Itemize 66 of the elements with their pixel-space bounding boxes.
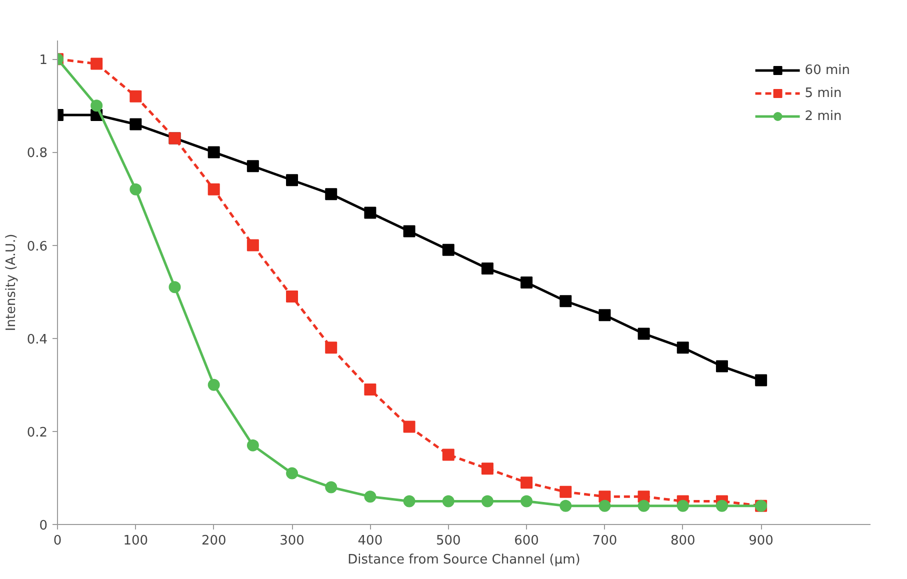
point <box>676 342 689 354</box>
point <box>638 500 650 512</box>
x-tick-label: 500 <box>436 534 461 548</box>
point <box>481 462 494 475</box>
x-tick-label: 900 <box>748 534 774 548</box>
point <box>325 342 338 354</box>
point <box>755 374 768 386</box>
point <box>403 225 416 238</box>
point <box>130 90 142 102</box>
x-tick-label: 300 <box>280 534 304 548</box>
point <box>442 495 454 508</box>
point <box>325 188 338 200</box>
point <box>403 495 416 508</box>
x-tick-label: 600 <box>514 534 539 548</box>
point <box>638 328 650 340</box>
point <box>130 118 142 130</box>
y-tick-label: 0.2 <box>26 425 48 440</box>
point <box>364 384 376 396</box>
point <box>246 239 259 252</box>
y-tick-label: 0.6 <box>26 239 48 254</box>
point <box>364 206 376 219</box>
point <box>442 448 454 461</box>
x-tick-label: 400 <box>358 534 383 548</box>
point <box>246 160 259 172</box>
legend-label: 5 min <box>804 86 842 100</box>
point <box>560 295 572 308</box>
point <box>130 183 142 196</box>
point <box>286 174 298 186</box>
point <box>286 290 298 302</box>
y-tick-label: 0 <box>39 518 48 534</box>
point <box>481 495 494 508</box>
point <box>403 420 416 433</box>
x-tick-label: 700 <box>592 534 618 548</box>
x-tick-label: 100 <box>123 534 148 548</box>
point <box>246 439 259 452</box>
y-tick-label: 0.4 <box>26 332 48 348</box>
point <box>520 495 533 508</box>
x-tick-label: 200 <box>201 534 226 548</box>
point <box>90 100 103 112</box>
y-axis-title: Intensity (A.U.) <box>4 234 19 332</box>
x-tick-label: 800 <box>670 534 696 548</box>
point <box>560 486 572 498</box>
point <box>208 146 220 158</box>
legend-label: 2 min <box>804 108 842 124</box>
x-tick-label: 0 <box>53 534 62 548</box>
point <box>208 378 220 391</box>
point <box>716 500 728 512</box>
point <box>520 276 533 288</box>
point <box>560 500 572 512</box>
point <box>286 467 298 480</box>
point <box>90 58 103 70</box>
point <box>364 490 376 503</box>
point <box>168 281 181 294</box>
point <box>325 481 338 494</box>
point <box>520 476 533 489</box>
legend-label: 60 min <box>804 62 850 78</box>
x-axis-title: Distance from Source Channel (µm) <box>348 552 580 568</box>
point <box>598 500 611 512</box>
point <box>442 244 454 256</box>
y-tick-label: 1 <box>39 53 48 68</box>
point <box>676 500 689 512</box>
point <box>716 360 728 372</box>
point <box>481 262 494 275</box>
point <box>208 183 220 196</box>
y-tick-label: 0.8 <box>26 146 48 162</box>
point <box>598 309 611 322</box>
